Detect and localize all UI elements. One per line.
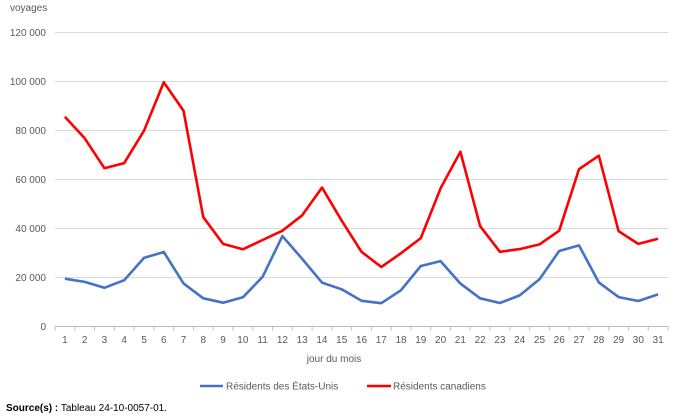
x-tick-label: 22 (475, 335, 487, 346)
source-note: Source(s) : Tableau 24-10-0057-01. (6, 403, 167, 414)
x-tick-label: 27 (573, 335, 585, 346)
y-tick-label: 40 000 (15, 224, 46, 235)
y-tick-label: 0 (40, 322, 46, 333)
legend-label-us: Résidents des États-Unis (226, 380, 338, 393)
x-tick-label: 17 (376, 335, 388, 346)
x-tick-label: 1 (62, 335, 68, 346)
x-tick-label: 14 (316, 335, 328, 346)
x-tick-label: 6 (161, 335, 167, 346)
x-tick-label: 20 (435, 335, 447, 346)
x-tick-label: 21 (455, 335, 467, 346)
series-line-us (64, 234, 659, 305)
y-tick-label: 100 000 (10, 77, 47, 88)
y-tick-label: 120 000 (10, 28, 47, 39)
x-tick-label: 2 (82, 335, 88, 346)
x-tick-label: 29 (613, 335, 625, 346)
x-tick-label: 3 (102, 335, 108, 346)
x-tick-label: 18 (395, 335, 407, 346)
source-text: Tableau 24-10-0057-01. (58, 403, 167, 414)
x-tick-label: 16 (356, 335, 368, 346)
x-tick-label: 9 (220, 335, 226, 346)
x-tick-label: 24 (514, 335, 526, 346)
y-tick-label: 20 000 (15, 273, 46, 284)
x-tick-label: 30 (633, 335, 645, 346)
legend: Résidents des États-Unis Résidents canad… (200, 380, 486, 393)
y-axis-title: voyages (10, 3, 47, 14)
y-tick-label: 80 000 (15, 126, 46, 137)
x-axis-title: jour du mois (306, 354, 361, 365)
series-line-canada (63, 80, 659, 269)
x-tick-label: 8 (201, 335, 207, 346)
x-tick-label: 7 (181, 335, 187, 346)
source-label: Source(s) : (6, 403, 58, 414)
legend-label-canada: Résidents canadiens (393, 382, 486, 393)
x-tick-label: 11 (257, 335, 268, 346)
x-tick-label: 15 (336, 335, 348, 346)
x-tick-label: 23 (494, 335, 506, 346)
x-tick-label: 10 (237, 335, 249, 346)
x-tick-label: 25 (534, 335, 546, 346)
x-tick-label: 28 (593, 335, 605, 346)
x-tick-label: 19 (415, 335, 427, 346)
x-tick-label: 5 (141, 335, 147, 346)
x-tick-label: 26 (554, 335, 566, 346)
x-tick-label: 12 (277, 335, 289, 346)
x-tick-label: 13 (297, 335, 309, 346)
x-tick-label: 31 (653, 335, 665, 346)
y-tick-label: 60 000 (15, 175, 46, 186)
x-tick-label: 4 (121, 335, 127, 346)
